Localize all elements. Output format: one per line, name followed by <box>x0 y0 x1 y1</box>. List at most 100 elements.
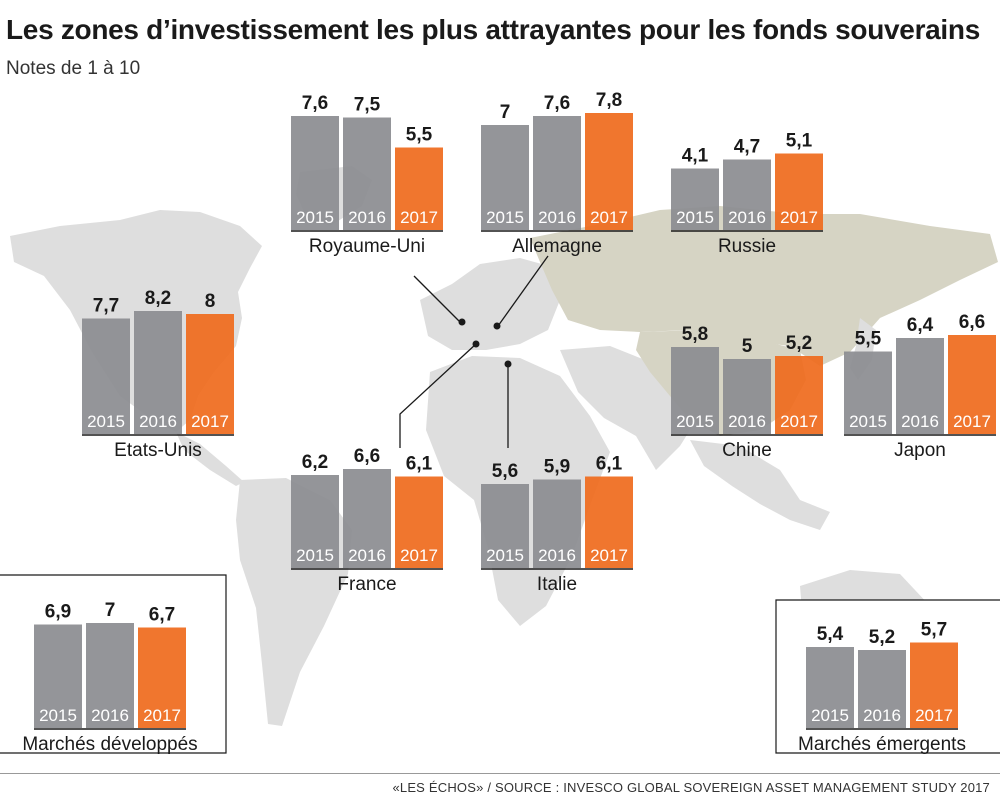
year-label-royaume-uni-2017: 2017 <box>400 208 438 227</box>
value-label-france-2015: 6,2 <box>302 452 328 473</box>
bar-allemagne-2016 <box>533 116 581 230</box>
year-label-france-2016: 2016 <box>348 546 386 565</box>
dot-allemagne <box>493 322 501 330</box>
year-label-marches-emergents-2016: 2016 <box>863 706 901 725</box>
year-label-russie-2016: 2016 <box>728 208 766 227</box>
year-label-marches-emergents-2015: 2015 <box>811 706 849 725</box>
year-label-marches-developpes-2017: 2017 <box>143 706 181 725</box>
value-label-russie-2017: 5,1 <box>786 131 813 152</box>
value-label-italie-2015: 5,6 <box>492 461 518 482</box>
year-label-allemagne-2015: 2015 <box>486 208 524 227</box>
bar-russie-2017 <box>775 153 823 230</box>
value-label-france-2017: 6,1 <box>406 454 433 475</box>
bar-marches-developpes-2017 <box>138 627 186 728</box>
bar-etats-unis-2015 <box>82 318 130 434</box>
year-label-italie-2016: 2016 <box>538 546 576 565</box>
panel-title-japon: Japon <box>894 440 946 461</box>
map-se-asia <box>690 440 830 530</box>
value-label-japon-2015: 5,5 <box>855 329 882 350</box>
year-label-chine-2016: 2016 <box>728 412 766 431</box>
bar-italie-2015 <box>481 484 529 568</box>
bar-royaume-uni-2017 <box>395 147 443 230</box>
value-label-royaume-uni-2017: 5,5 <box>406 125 433 146</box>
year-label-marches-emergents-2017: 2017 <box>915 706 953 725</box>
panel-etats-unis: 2015 7,7 2016 8,2 2017 8 Etats-Unis <box>82 288 234 461</box>
chart-title: Les zones d’investissement les plus attr… <box>6 14 980 45</box>
value-label-etats-unis-2016: 8,2 <box>145 288 171 309</box>
panel-title-italie: Italie <box>537 574 577 595</box>
year-label-italie-2017: 2017 <box>590 546 628 565</box>
panel-title-royaume-uni: Royaume-Uni <box>309 236 425 257</box>
bar-marches-emergents-2015 <box>806 647 854 728</box>
bar-japon-2017 <box>948 335 996 434</box>
panel-title-marches-emergents: Marchés émergents <box>798 734 966 755</box>
value-label-france-2016: 6,6 <box>354 446 380 467</box>
year-label-allemagne-2016: 2016 <box>538 208 576 227</box>
panel-title-etats-unis: Etats-Unis <box>114 440 202 461</box>
value-label-marches-developpes-2016: 7 <box>105 600 116 621</box>
year-label-japon-2017: 2017 <box>953 412 991 431</box>
year-label-france-2017: 2017 <box>400 546 438 565</box>
year-label-italie-2015: 2015 <box>486 546 524 565</box>
value-label-marches-emergents-2017: 5,7 <box>921 620 947 641</box>
value-label-chine-2015: 5,8 <box>682 324 708 345</box>
year-label-etats-unis-2017: 2017 <box>191 412 229 431</box>
panel-title-france: France <box>337 574 396 595</box>
year-label-chine-2017: 2017 <box>780 412 818 431</box>
bar-marches-developpes-2016 <box>86 623 134 728</box>
panel-chine: 2015 5,8 2016 5 2017 5,2 Chine <box>671 324 823 461</box>
value-label-allemagne-2017: 7,8 <box>596 90 622 111</box>
year-label-royaume-uni-2015: 2015 <box>296 208 334 227</box>
year-label-etats-unis-2016: 2016 <box>139 412 177 431</box>
leader-line-royaume-uni <box>413 275 461 323</box>
value-label-italie-2016: 5,9 <box>544 457 570 478</box>
bar-france-2017 <box>395 476 443 568</box>
value-label-royaume-uni-2015: 7,6 <box>302 93 328 114</box>
bar-royaume-uni-2016 <box>343 117 391 230</box>
bar-italie-2017 <box>585 476 633 568</box>
map-europe <box>420 258 560 350</box>
panel-marches-developpes: 2015 6,9 2016 7 2017 6,7 Marchés développés <box>22 600 197 755</box>
bar-royaume-uni-2015 <box>291 116 339 230</box>
panel-royaume-uni: 2015 7,6 2016 7,5 2017 5,5 Royaume-Uni <box>291 93 443 257</box>
bar-italie-2016 <box>533 479 581 568</box>
dot-italie <box>504 360 512 368</box>
bar-france-2015 <box>291 475 339 568</box>
footer-rule <box>0 773 1000 774</box>
bar-chine-2017 <box>775 356 823 434</box>
bar-marches-developpes-2015 <box>34 624 82 728</box>
panel-italie: 2015 5,6 2016 5,9 2017 6,1 Italie <box>481 454 633 595</box>
panel-allemagne: 2015 7 2016 7,6 2017 7,8 Allemagne <box>481 90 633 257</box>
panel-japon: 2015 5,5 2016 6,4 2017 6,6 Japon <box>844 312 996 461</box>
value-label-allemagne-2015: 7 <box>500 102 511 123</box>
value-label-marches-developpes-2017: 6,7 <box>149 605 175 626</box>
value-label-italie-2017: 6,1 <box>596 454 623 475</box>
bar-marches-emergents-2017 <box>910 642 958 728</box>
panel-title-allemagne: Allemagne <box>512 236 602 257</box>
value-label-japon-2017: 6,6 <box>959 312 985 333</box>
year-label-etats-unis-2015: 2015 <box>87 412 125 431</box>
source-note: «LES ÉCHOS» / SOURCE : INVESCO GLOBAL SO… <box>392 780 990 795</box>
location-dots <box>458 318 512 368</box>
year-label-marches-developpes-2015: 2015 <box>39 706 77 725</box>
dot-royaume-uni <box>458 318 466 326</box>
bar-allemagne-2017 <box>585 113 633 230</box>
year-label-royaume-uni-2016: 2016 <box>348 208 386 227</box>
leader-lines <box>399 255 549 448</box>
value-label-marches-emergents-2015: 5,4 <box>817 624 844 645</box>
bar-france-2016 <box>343 469 391 568</box>
panel-france: 2015 6,2 2016 6,6 2017 6,1 France <box>291 446 443 595</box>
year-label-russie-2017: 2017 <box>780 208 818 227</box>
bar-japon-2016 <box>896 338 944 434</box>
bar-allemagne-2015 <box>481 125 529 230</box>
bar-marches-emergents-2016 <box>858 650 906 728</box>
value-label-japon-2016: 6,4 <box>907 315 934 336</box>
value-label-russie-2015: 4,1 <box>682 146 709 167</box>
value-label-etats-unis-2017: 8 <box>205 291 216 312</box>
panel-title-chine: Chine <box>722 440 772 461</box>
value-label-royaume-uni-2016: 7,5 <box>354 95 381 116</box>
bar-etats-unis-2017 <box>186 314 234 434</box>
year-label-france-2015: 2015 <box>296 546 334 565</box>
